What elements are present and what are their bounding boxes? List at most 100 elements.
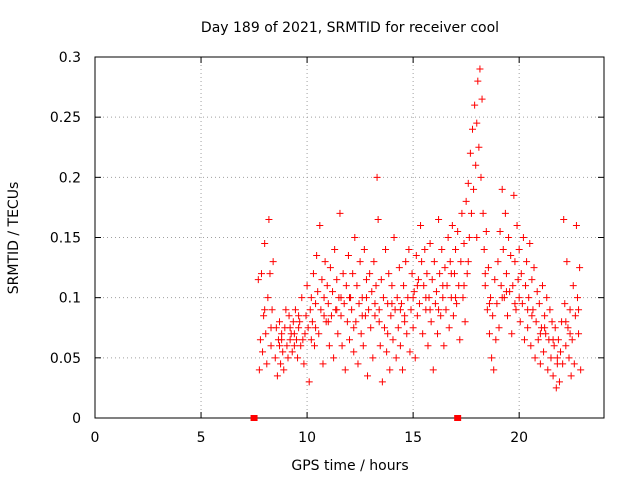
data-point <box>316 221 324 229</box>
data-point <box>324 318 332 326</box>
data-point <box>336 209 344 217</box>
data-point <box>570 360 578 368</box>
data-point <box>509 282 517 290</box>
data-point <box>384 330 392 338</box>
data-point <box>283 342 291 350</box>
data-point <box>255 366 263 374</box>
data-point <box>434 330 442 338</box>
data-point <box>383 348 391 356</box>
data-point <box>499 246 507 254</box>
data-point <box>490 366 498 374</box>
data-point <box>315 330 323 338</box>
data-point <box>481 282 489 290</box>
data-point <box>502 288 510 296</box>
data-point <box>527 342 535 350</box>
data-point <box>572 221 580 229</box>
data-point <box>501 209 509 217</box>
data-point <box>369 354 377 362</box>
data-point <box>273 372 281 380</box>
data-point <box>390 234 398 241</box>
data-point <box>386 366 394 374</box>
data-point <box>547 354 555 362</box>
data-point <box>399 366 407 374</box>
data-point <box>566 306 574 314</box>
data-point <box>358 312 366 320</box>
data-point <box>360 246 368 254</box>
x-tick-label: 5 <box>197 430 206 446</box>
x-tick-labels: 0 5 10 15 20 <box>91 430 529 446</box>
data-point <box>465 234 473 241</box>
data-point <box>266 270 274 278</box>
data-point <box>563 258 571 266</box>
data-point <box>292 336 300 344</box>
data-point <box>320 312 328 320</box>
data-point <box>414 276 422 284</box>
y-tick-label: 0.1 <box>59 291 81 307</box>
data-point <box>295 312 303 320</box>
data-point <box>564 324 572 332</box>
data-point <box>494 258 502 266</box>
data-point <box>452 294 460 302</box>
data-point <box>454 227 462 235</box>
data-point <box>333 306 341 314</box>
data-point <box>419 330 427 338</box>
x-tick-label: 20 <box>510 430 528 446</box>
data-point <box>265 215 273 223</box>
data-point <box>409 294 417 302</box>
data-series-srmtid <box>254 65 585 392</box>
data-point <box>442 306 450 314</box>
data-point <box>380 324 388 332</box>
data-point <box>508 330 516 338</box>
data-point <box>576 264 584 272</box>
data-point <box>307 336 315 344</box>
data-point <box>505 234 513 241</box>
data-point <box>459 294 467 302</box>
data-point <box>549 372 557 380</box>
data-point <box>426 240 434 248</box>
data-point <box>314 288 322 296</box>
data-point <box>412 252 420 260</box>
data-point <box>305 378 313 386</box>
data-point <box>460 282 468 290</box>
data-point <box>317 306 325 314</box>
data-point <box>288 348 296 356</box>
data-point <box>511 258 519 266</box>
data-point <box>575 330 583 338</box>
data-point <box>569 282 577 290</box>
data-point <box>326 264 334 272</box>
data-point <box>329 288 337 296</box>
x-tick-label: 0 <box>91 430 100 446</box>
data-point <box>343 318 351 326</box>
data-point <box>540 348 548 356</box>
data-point <box>534 336 542 344</box>
data-point <box>367 324 375 332</box>
data-point <box>484 264 492 272</box>
data-point <box>524 324 532 332</box>
data-point <box>575 306 583 314</box>
data-point <box>319 360 327 368</box>
data-point <box>388 282 396 290</box>
data-point <box>478 95 486 103</box>
data-point <box>298 294 306 302</box>
y-tick-label: 0.2 <box>59 170 81 186</box>
data-point <box>535 300 543 308</box>
data-point <box>541 312 549 320</box>
data-point <box>475 143 483 151</box>
data-point <box>346 294 353 302</box>
chart-title: Day 189 of 2021, SRMTID for receiver coo… <box>201 20 499 36</box>
data-point <box>286 336 294 344</box>
data-point <box>549 336 557 344</box>
data-point <box>510 191 518 199</box>
data-point <box>452 246 460 254</box>
data-point <box>388 300 396 308</box>
data-point <box>325 342 333 350</box>
data-point <box>504 312 512 320</box>
data-point <box>496 227 504 235</box>
data-point <box>531 354 539 362</box>
data-point <box>562 318 570 326</box>
data-point <box>377 276 385 284</box>
data-point <box>512 306 520 314</box>
data-point <box>482 227 490 235</box>
data-point <box>481 270 489 278</box>
data-point <box>357 330 365 338</box>
